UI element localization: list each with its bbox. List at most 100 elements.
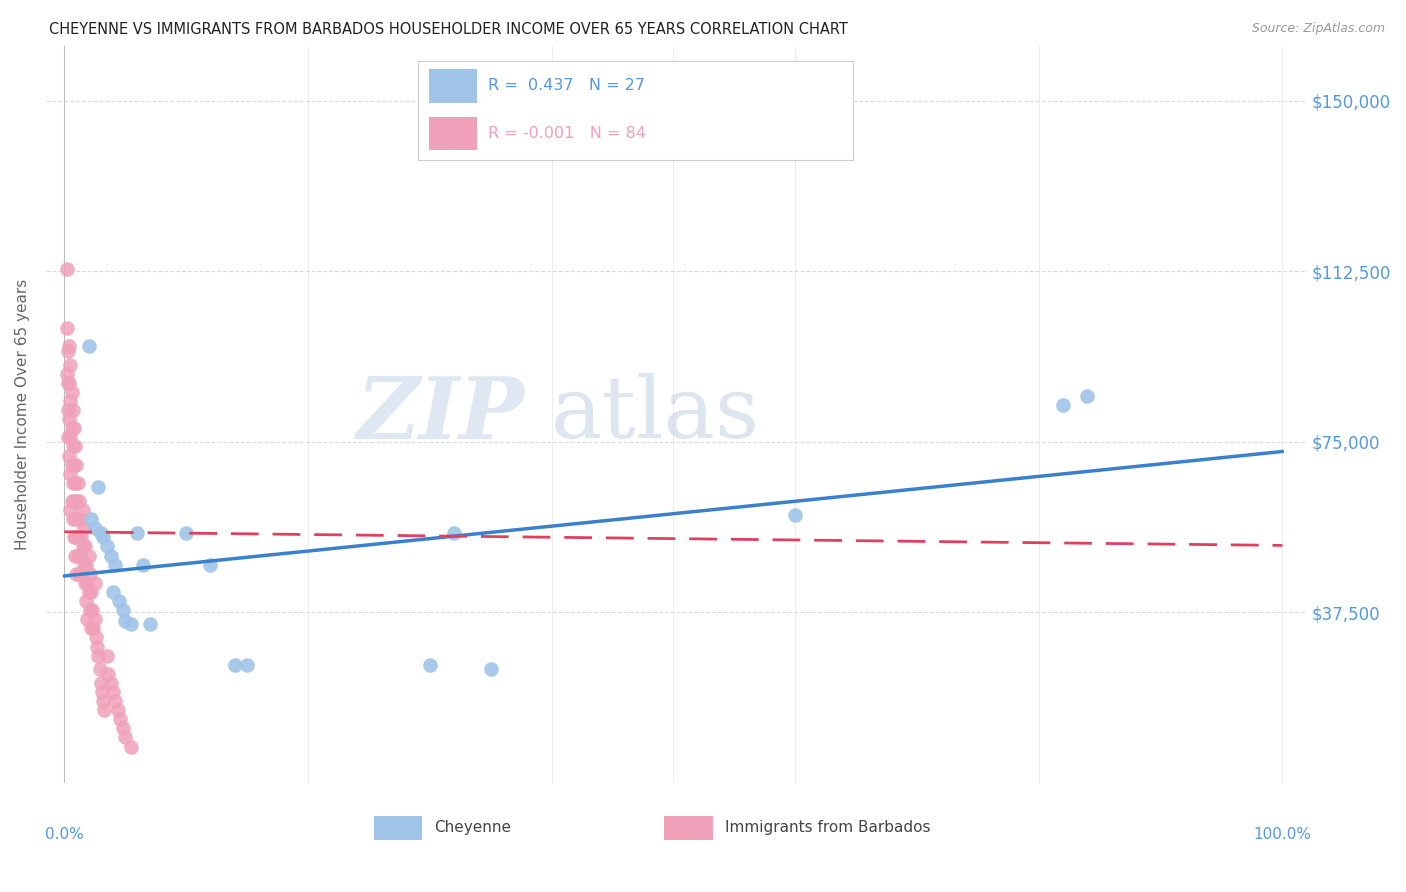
- Text: 100.0%: 100.0%: [1253, 827, 1312, 842]
- Point: [77, 585, 100, 599]
- Point: [69, 549, 91, 563]
- Point: [104, 558, 127, 572]
- Point: [114, 731, 136, 745]
- Text: atlas: atlas: [550, 373, 759, 456]
- Point: [104, 694, 127, 708]
- Point: [419, 657, 441, 672]
- Point: [59, 393, 82, 408]
- Text: ZIP: ZIP: [357, 373, 524, 457]
- Point: [56, 403, 79, 417]
- Point: [114, 615, 136, 629]
- Point: [72, 540, 94, 554]
- Point: [100, 549, 122, 563]
- Point: [58, 449, 80, 463]
- Point: [80, 621, 103, 635]
- Point: [96, 648, 118, 663]
- Point: [84, 631, 107, 645]
- Point: [96, 540, 118, 554]
- Point: [69, 512, 91, 526]
- Point: [174, 525, 197, 540]
- Point: [1052, 399, 1074, 413]
- Point: [73, 521, 96, 535]
- Point: [83, 521, 105, 535]
- Point: [73, 575, 96, 590]
- Point: [93, 703, 115, 717]
- Point: [66, 549, 89, 563]
- Point: [77, 339, 100, 353]
- Point: [56, 376, 79, 390]
- Point: [56, 343, 79, 358]
- Point: [120, 616, 142, 631]
- Point: [83, 575, 105, 590]
- Point: [236, 657, 259, 672]
- Point: [90, 676, 112, 690]
- Point: [55, 262, 77, 277]
- Point: [91, 694, 114, 708]
- Point: [107, 703, 129, 717]
- Point: [785, 508, 807, 522]
- Point: [89, 662, 111, 676]
- Point: [59, 430, 82, 444]
- Point: [200, 558, 222, 572]
- Point: [55, 321, 77, 335]
- Point: [80, 512, 103, 526]
- Point: [97, 666, 120, 681]
- Point: [63, 439, 86, 453]
- Point: [77, 549, 100, 563]
- Point: [63, 475, 86, 490]
- Point: [127, 525, 149, 540]
- Point: [58, 376, 80, 390]
- Point: [63, 421, 86, 435]
- Point: [66, 512, 89, 526]
- Point: [65, 566, 87, 581]
- Point: [87, 480, 110, 494]
- Point: [479, 662, 502, 676]
- Point: [138, 616, 160, 631]
- Point: [1076, 389, 1098, 403]
- Point: [70, 566, 93, 581]
- Point: [100, 676, 122, 690]
- Point: [58, 412, 80, 426]
- Point: [70, 530, 93, 544]
- Point: [91, 685, 114, 699]
- Point: [62, 439, 84, 453]
- Point: [82, 603, 104, 617]
- Point: [87, 648, 110, 663]
- Point: [108, 594, 131, 608]
- Point: [62, 475, 84, 490]
- Point: [60, 384, 83, 399]
- Point: [60, 494, 83, 508]
- Point: [80, 585, 103, 599]
- Point: [67, 494, 90, 508]
- Point: [65, 458, 87, 472]
- Point: [65, 494, 87, 508]
- Point: [101, 585, 124, 599]
- Point: [111, 603, 134, 617]
- Point: [82, 621, 104, 635]
- Point: [110, 712, 132, 726]
- Point: [76, 612, 98, 626]
- Point: [65, 530, 87, 544]
- Point: [101, 685, 124, 699]
- Point: [79, 603, 101, 617]
- Point: [120, 739, 142, 754]
- Point: [79, 566, 101, 581]
- Point: [62, 512, 84, 526]
- Point: [59, 358, 82, 372]
- Point: [67, 530, 90, 544]
- Point: [63, 458, 86, 472]
- Y-axis label: Householder Income Over 65 years: Householder Income Over 65 years: [15, 279, 30, 550]
- Point: [60, 458, 83, 472]
- Point: [76, 575, 98, 590]
- Point: [67, 566, 90, 581]
- Point: [111, 722, 134, 736]
- Point: [63, 512, 86, 526]
- Point: [75, 594, 97, 608]
- Point: [59, 467, 82, 481]
- Text: CHEYENNE VS IMMIGRANTS FROM BARBADOS HOUSEHOLDER INCOME OVER 65 YEARS CORRELATIO: CHEYENNE VS IMMIGRANTS FROM BARBADOS HOU…: [49, 22, 848, 37]
- Point: [56, 430, 79, 444]
- Point: [90, 525, 112, 540]
- Point: [63, 549, 86, 563]
- Point: [75, 558, 97, 572]
- Point: [55, 367, 77, 381]
